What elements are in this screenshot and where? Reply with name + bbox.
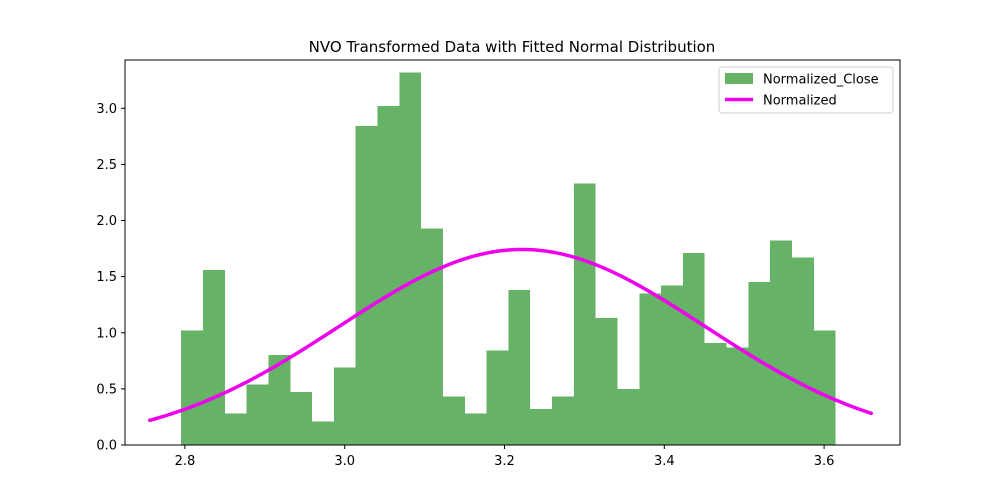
histogram-bar: [333, 367, 356, 445]
legend-swatch-normalized-close: [725, 73, 753, 84]
histogram-bar: [181, 330, 204, 445]
histogram-bar: [748, 282, 771, 445]
legend-box: [718, 66, 894, 114]
chart-title: NVO Transformed Data with Fitted Normal …: [309, 38, 716, 56]
histogram-bar: [617, 388, 640, 445]
histogram-bar: [246, 384, 269, 445]
histogram-bar: [813, 330, 836, 445]
legend-label-normalized: Normalized: [763, 94, 837, 109]
histogram-bars: [181, 72, 836, 446]
histogram-bar: [530, 409, 553, 445]
histogram-bar: [726, 347, 749, 445]
x-tick-label: 3.0: [334, 454, 355, 469]
y-tick-label: 0.0: [96, 439, 117, 454]
histogram-bar: [355, 126, 378, 445]
histogram-bar: [442, 396, 465, 445]
normal-curve-layer: [148, 247, 873, 423]
histogram-bar: [399, 72, 422, 446]
histogram-bar: [486, 350, 509, 445]
histogram-bar: [595, 318, 618, 445]
histogram-bar: [312, 421, 334, 445]
histogram-bar: [464, 413, 487, 445]
y-tick-label: 2.0: [96, 214, 117, 229]
histogram-bar: [704, 342, 727, 445]
y-tick-label: 0.5: [96, 382, 117, 397]
histogram-bar: [573, 183, 596, 445]
y-tick-label: 1.5: [96, 270, 117, 285]
y-tick-label: 1.0: [96, 326, 117, 341]
plot-frame: [124, 59, 901, 446]
histogram-bar: [290, 392, 313, 445]
histogram-bar: [508, 290, 531, 445]
axes: 2.8 3.0 3.2 3.4 3.6 0.0 0.5 1.0 1.5 2.0 2.5 3.0: [96, 59, 901, 469]
histogram-bar: [791, 257, 814, 445]
histogram-bar: [661, 285, 683, 445]
histogram-bar: [203, 269, 225, 445]
histogram-bar: [682, 253, 705, 445]
x-tick-label: 3.4: [654, 454, 675, 469]
histogram-bar: [552, 396, 574, 445]
x-tick-label: 2.8: [175, 454, 196, 469]
legend-label-normalized-close: Normalized_Close: [763, 73, 879, 88]
histogram-bar: [377, 106, 400, 445]
histogram-bar: [268, 355, 291, 445]
normal-curve-line: [148, 247, 873, 423]
histogram-bar: [224, 413, 247, 445]
histogram-bar: [770, 240, 792, 445]
legend: Normalized_Close Normalized: [718, 66, 894, 114]
histogram-bar: [421, 228, 443, 445]
x-tick-label: 3.6: [814, 454, 835, 469]
histogram-bar: [639, 293, 662, 445]
y-tick-label: 3.0: [96, 102, 117, 117]
x-tick-label: 3.2: [494, 454, 515, 469]
y-tick-label: 2.5: [96, 158, 117, 173]
